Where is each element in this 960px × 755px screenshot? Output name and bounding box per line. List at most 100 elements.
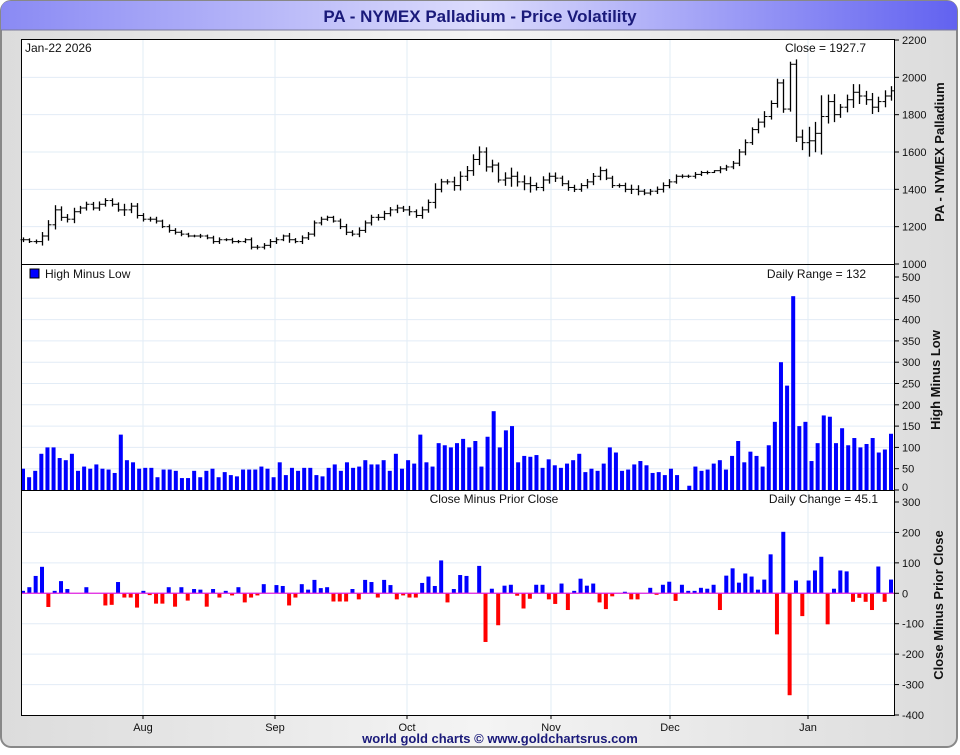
- range-bar: [558, 467, 563, 490]
- range-bar: [412, 463, 417, 490]
- range-bar: [699, 470, 704, 490]
- change-bar: [477, 565, 482, 594]
- change-bar: [420, 582, 425, 594]
- change-bar: [629, 593, 634, 600]
- range-bar: [473, 441, 478, 490]
- change-axis-title: Close Minus Prior Close: [931, 530, 946, 680]
- price-y-tick-label: 1800: [902, 110, 926, 122]
- change-bar: [116, 582, 121, 594]
- range-bar: [424, 462, 429, 490]
- change-bar: [128, 593, 133, 598]
- change-bar: [363, 579, 368, 594]
- range-bar: [766, 445, 771, 490]
- range-bar: [357, 466, 362, 490]
- change-bar: [654, 593, 659, 595]
- range-bar: [39, 453, 44, 490]
- range-bar: [259, 466, 264, 490]
- change-bar: [103, 593, 108, 606]
- change-bar: [572, 590, 577, 594]
- range-bar: [760, 466, 765, 490]
- title-bar: [1, 1, 957, 30]
- change-y-tick-label: -400: [902, 710, 924, 722]
- range-bar: [662, 475, 667, 490]
- range-bar: [308, 467, 313, 490]
- range-bar: [289, 467, 294, 490]
- range-bar: [534, 455, 539, 490]
- range-bar: [650, 472, 655, 490]
- range-bar: [644, 465, 649, 490]
- change-bar: [160, 593, 165, 604]
- change-bar: [249, 593, 254, 598]
- change-y-tick-label: 100: [902, 558, 920, 570]
- range-bar: [571, 460, 576, 490]
- change-bar: [692, 590, 697, 594]
- change-bar: [660, 584, 665, 594]
- range-bar: [589, 468, 594, 490]
- change-bar: [426, 576, 431, 594]
- change-bar: [508, 584, 513, 594]
- range-bar: [723, 469, 728, 490]
- change-bar: [375, 593, 380, 598]
- change-bar: [540, 584, 545, 594]
- range-bar: [461, 438, 466, 490]
- change-bar: [21, 590, 25, 594]
- range-bar: [247, 469, 252, 490]
- range-bar: [442, 445, 447, 490]
- close-readout: Close = 1927.7: [785, 41, 866, 55]
- range-bar: [491, 411, 496, 490]
- range-bar: [864, 443, 869, 490]
- range-bar: [516, 462, 521, 490]
- range-bar: [778, 362, 783, 490]
- range-bar: [320, 476, 325, 490]
- range-y-tick-label: 0: [902, 482, 908, 494]
- change-bar: [65, 589, 70, 594]
- x-tick-label: Nov: [541, 722, 561, 734]
- change-bar: [686, 590, 691, 594]
- range-bar: [369, 464, 374, 490]
- change-bar: [255, 593, 260, 596]
- change-bar: [781, 531, 786, 594]
- range-bar: [479, 466, 484, 490]
- change-bar: [204, 593, 209, 607]
- change-bar: [407, 593, 412, 598]
- change-bar: [793, 580, 798, 594]
- range-bar: [381, 460, 386, 490]
- range-bar: [88, 468, 93, 490]
- change-y-tick-label: -200: [902, 649, 924, 661]
- change-bar: [496, 593, 501, 626]
- range-bar: [137, 468, 142, 490]
- range-bar: [192, 470, 197, 490]
- range-bar: [167, 469, 172, 490]
- change-bar: [521, 593, 526, 609]
- range-bar: [846, 445, 851, 490]
- range-y-tick-label: 300: [902, 357, 920, 369]
- range-y-tick-label: 50: [902, 464, 914, 476]
- range-bar: [149, 467, 154, 490]
- range-bar: [717, 460, 722, 490]
- range-bar: [540, 467, 545, 490]
- range-bar: [21, 468, 25, 490]
- change-bar: [762, 579, 767, 594]
- range-bar: [852, 438, 857, 490]
- range-bar: [76, 470, 81, 490]
- range-bar: [179, 478, 184, 490]
- change-bar: [622, 591, 627, 594]
- change-bar: [33, 575, 38, 594]
- range-bar: [198, 477, 203, 490]
- change-bar: [553, 593, 558, 604]
- price-y-tick-label: 2000: [902, 72, 926, 84]
- change-bar: [318, 588, 323, 594]
- range-bar: [338, 470, 343, 490]
- range-bar: [344, 462, 349, 490]
- range-bar: [455, 443, 459, 490]
- range-bar: [332, 464, 337, 490]
- range-bar: [577, 453, 582, 490]
- range-bar: [351, 467, 356, 490]
- range-bar: [882, 449, 887, 490]
- chart-title: PA - NYMEX Palladium - Price Volatility: [323, 7, 637, 26]
- range-bar: [265, 468, 270, 490]
- range-bar: [797, 426, 802, 490]
- range-y-tick-label: 250: [902, 379, 920, 391]
- range-bar: [503, 430, 508, 490]
